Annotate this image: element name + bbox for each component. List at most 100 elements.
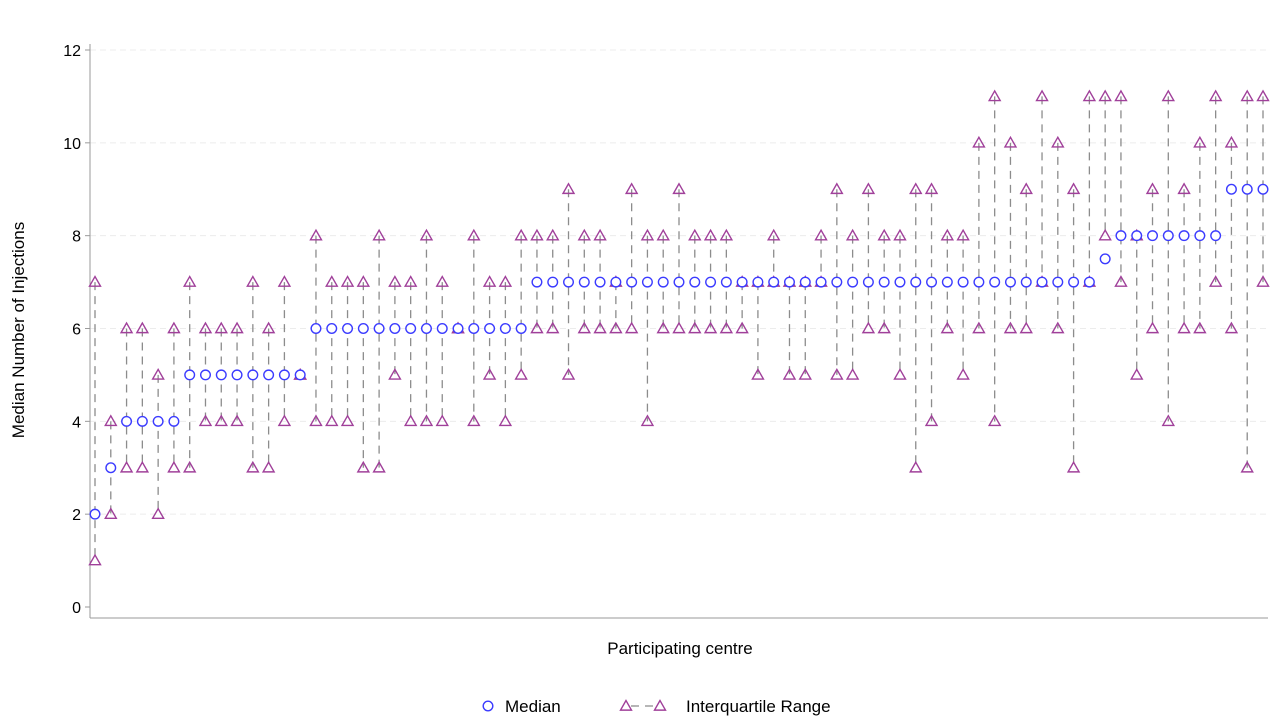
iqr-upper-point (688, 228, 702, 241)
iqr-upper-point (230, 321, 244, 334)
y-tick-label: 2 (72, 507, 81, 524)
iqr-upper-point (167, 321, 181, 334)
median-point (89, 508, 101, 520)
iqr-upper-point (261, 321, 276, 334)
median-point (294, 369, 306, 381)
iqr-upper-point (640, 228, 655, 241)
iqr-upper-point (1224, 135, 1239, 148)
y-tick-label: 10 (63, 136, 81, 153)
iqr-lower-point (688, 321, 702, 334)
iqr-upper-point (1177, 182, 1191, 195)
iqr-lower-point (1003, 321, 1018, 334)
iqr-lower-point (1177, 321, 1191, 334)
iqr-upper-point (766, 228, 781, 241)
iqr-upper-point (672, 182, 686, 195)
iqr-upper-point (372, 228, 386, 241)
x-axis-title: Participating centre (607, 639, 753, 658)
iqr-lower-point (1145, 321, 1160, 334)
median-point (436, 323, 448, 335)
median-point (594, 276, 606, 288)
iqr-lower-point (1224, 321, 1239, 334)
legend-median-icon (482, 700, 494, 712)
median-point (673, 276, 685, 288)
iqr-upper-point (972, 135, 986, 148)
iqr-upper-point (1145, 182, 1160, 195)
legend-median-label: Median (505, 697, 561, 716)
iqr-upper-point (861, 182, 876, 195)
legend-iqr-label: Interquartile Range (686, 697, 831, 716)
median-point (342, 323, 354, 335)
iqr-upper-point (577, 228, 592, 241)
iqr-lower-point (656, 321, 670, 334)
iqr-upper-point (514, 228, 528, 241)
median-point (768, 276, 780, 288)
iqr-lower-point (325, 414, 339, 427)
iqr-upper-point (940, 228, 955, 241)
connector-layer (94, 96, 1264, 561)
iqr-lower-point (1114, 275, 1128, 287)
iqr-upper-point (1051, 135, 1065, 148)
iqr-lower-point (1193, 321, 1207, 334)
y-tick-label: 12 (63, 43, 81, 60)
iqr-upper-point (309, 228, 323, 241)
iqr-upper-point (246, 275, 260, 287)
iqr-lower-point (88, 553, 102, 566)
iqr-upper-point (498, 275, 513, 287)
iqr-lower-point (561, 368, 576, 380)
median-point (1099, 253, 1111, 265)
median-point (1115, 230, 1127, 242)
iqr-upper-point (1193, 135, 1207, 148)
median-point (610, 276, 622, 288)
iqr-lower-point (751, 368, 765, 380)
median-point (326, 323, 338, 335)
iqr-lower-point (546, 321, 560, 334)
iqr-upper-point (530, 228, 544, 241)
median-point (752, 276, 764, 288)
iqr-lower-point (845, 368, 860, 380)
iqr-lower-point (340, 414, 355, 427)
iqr-upper-point (1161, 89, 1176, 102)
iqr-lower-point (1098, 228, 1112, 241)
iqr-upper-point (830, 182, 844, 195)
iqr-upper-point (340, 275, 355, 287)
legend-median-marker (482, 700, 494, 712)
iqr-lower-point (482, 368, 497, 380)
iqr-lower-point (435, 414, 449, 427)
median-point (1162, 230, 1174, 242)
iqr-lower-point (119, 460, 134, 473)
iqr-lower-point (1256, 275, 1270, 287)
iqr-lower-point (830, 368, 844, 380)
iqr-lower-point (1240, 460, 1254, 473)
iqr-lower-point (356, 460, 371, 473)
legend-iqr-icon (619, 699, 633, 711)
iqr-upper-point (214, 321, 228, 334)
median-point (1178, 230, 1190, 242)
iqr-lower-point (624, 321, 639, 334)
iqr-lower-point (924, 414, 939, 427)
iqr-lower-point (261, 460, 276, 473)
iqr-upper-point (277, 275, 292, 287)
y-tick-label: 8 (72, 229, 81, 246)
iqr-lower-point (861, 321, 876, 334)
iqr-upper-point (182, 275, 197, 287)
iqr-lower-point (514, 368, 528, 380)
iqr-upper-point (624, 182, 639, 195)
iqr-upper-point (403, 275, 418, 287)
iqr-lower-point (782, 368, 797, 380)
iqr-lower-point (577, 321, 592, 334)
iqr-lower-point (403, 414, 418, 427)
iqr-upper-point (1240, 89, 1254, 102)
median-point (689, 276, 701, 288)
median-point (357, 323, 369, 335)
median-point (799, 276, 811, 288)
median-point (626, 276, 638, 288)
iqr-lower-point (956, 368, 970, 380)
median-point (1241, 183, 1253, 195)
iqr-lower-point (1161, 414, 1176, 427)
iqr-upper-point (924, 182, 939, 195)
median-point (373, 323, 385, 335)
iqr-upper-point (1035, 89, 1049, 102)
iqr-lower-point (640, 414, 655, 427)
y-axis-title: Median Number of Injections (9, 222, 28, 438)
median-point (1194, 230, 1206, 242)
